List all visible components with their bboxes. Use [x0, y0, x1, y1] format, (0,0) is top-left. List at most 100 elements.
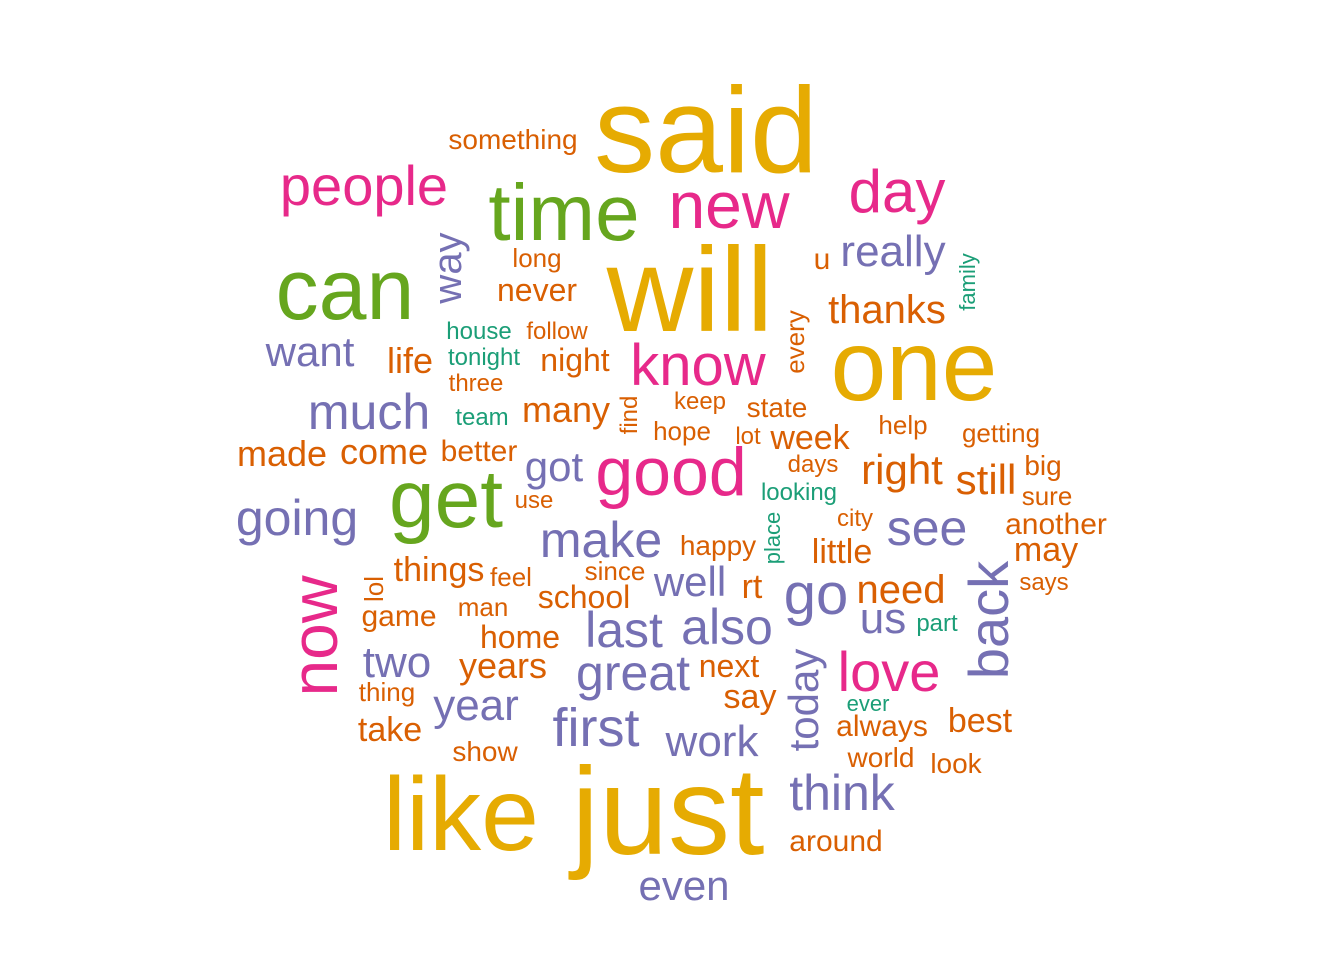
word-first: first	[552, 698, 640, 758]
word-every: every	[780, 310, 810, 374]
word-keep: keep	[673, 388, 727, 415]
word-thanks: thanks	[828, 288, 946, 332]
word-says: says	[1019, 569, 1069, 596]
word-much: much	[307, 384, 431, 440]
word-little: little	[811, 533, 873, 571]
word-days: days	[787, 451, 839, 478]
word-get: get	[389, 454, 503, 545]
word-things: things	[393, 551, 485, 589]
word-sure: sure	[1021, 481, 1073, 511]
word-something: something	[448, 124, 578, 155]
word-lot: lot	[735, 423, 761, 450]
word-still: still	[955, 456, 1017, 503]
word-want: want	[265, 328, 355, 375]
word-find: find	[616, 395, 643, 435]
word-love: love	[837, 640, 941, 703]
word-many: many	[521, 389, 611, 430]
word-rt: rt	[741, 568, 763, 606]
word-three: three	[448, 370, 504, 397]
word-look: look	[930, 748, 982, 779]
word-follow: follow	[526, 318, 588, 345]
word-now: now	[277, 575, 351, 697]
word-never: never	[496, 272, 578, 308]
word-world: world	[847, 742, 915, 773]
word-right: right	[861, 446, 943, 493]
word-work: work	[665, 717, 759, 766]
word-one: one	[830, 310, 998, 422]
word-part: part	[916, 610, 958, 637]
word-come: come	[339, 431, 429, 472]
word-well: well	[653, 558, 727, 605]
word-two: two	[362, 638, 432, 687]
word-tonight: tonight	[447, 344, 521, 371]
word-use: use	[514, 487, 554, 514]
word-show: show	[452, 736, 518, 767]
word-looking: looking	[760, 479, 838, 506]
word-game: game	[361, 600, 437, 633]
word-another: another	[1005, 508, 1107, 541]
word-happy: happy	[679, 530, 757, 561]
word-u: u	[813, 243, 831, 276]
word-always: always	[836, 710, 928, 743]
word-house: house	[446, 318, 512, 345]
word-said: said	[594, 62, 818, 198]
word-week: week	[770, 419, 850, 457]
word-feel: feel	[490, 562, 532, 592]
word-make: make	[539, 512, 663, 568]
word-need: need	[856, 568, 946, 612]
word-will: will	[606, 223, 774, 357]
word-also: also	[681, 599, 773, 655]
word-life: life	[386, 340, 434, 381]
word-last: last	[585, 602, 663, 658]
word-night: night	[540, 342, 610, 378]
word-see: see	[886, 500, 968, 556]
word-great: great	[576, 645, 690, 701]
word-people: people	[279, 154, 449, 217]
word-team: team	[455, 404, 509, 431]
word-got: got	[524, 443, 584, 490]
word-city: city	[837, 505, 873, 532]
word-school: school	[537, 579, 631, 615]
word-hope: hope	[653, 416, 711, 446]
word-good: good	[595, 434, 747, 510]
word-thing: thing	[358, 677, 416, 707]
word-home: home	[479, 619, 561, 655]
word-like: like	[382, 757, 540, 873]
word-made: made	[236, 433, 328, 474]
word-since: since	[584, 556, 646, 586]
word-getting: getting	[961, 418, 1041, 448]
word-new: new	[668, 168, 790, 242]
word-really: really	[840, 227, 946, 276]
word-think: think	[789, 765, 895, 821]
word-us: us	[859, 594, 907, 643]
word-years: years	[458, 645, 548, 686]
word-better: better	[440, 435, 518, 468]
word-year: year	[433, 681, 519, 730]
word-back: back	[957, 560, 1020, 680]
word-just: just	[571, 743, 765, 881]
word-even: even	[638, 862, 730, 909]
word-place: place	[760, 511, 785, 565]
word-ever: ever	[846, 691, 890, 716]
word-time: time	[488, 168, 640, 257]
word-say: say	[723, 678, 777, 716]
word-around: around	[789, 825, 883, 858]
word-know: know	[630, 333, 766, 398]
word-long: long	[512, 243, 562, 273]
word-man: man	[457, 592, 509, 622]
word-best: best	[947, 702, 1013, 740]
word-big: big	[1024, 450, 1062, 481]
word-go: go	[783, 562, 849, 627]
word-lol: lol	[359, 575, 389, 603]
word-day: day	[848, 158, 946, 225]
word-today: today	[780, 648, 827, 752]
word-help: help	[878, 410, 928, 440]
word-going: going	[235, 490, 359, 546]
word-next: next	[698, 648, 760, 684]
word-family: family	[955, 253, 980, 311]
word-may: may	[1013, 531, 1079, 569]
word-can: can	[275, 242, 415, 338]
word-way: way	[426, 232, 470, 304]
word-take: take	[357, 711, 423, 749]
